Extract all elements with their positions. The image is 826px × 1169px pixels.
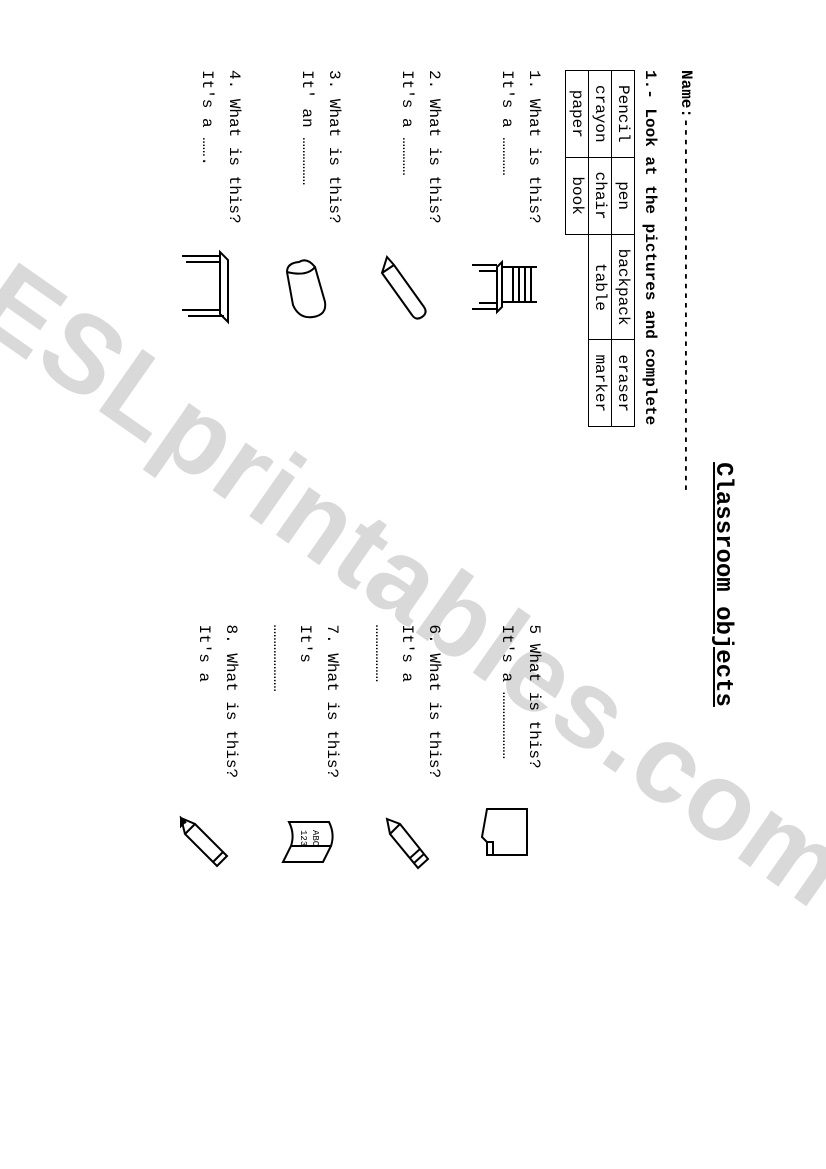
q-prompt: What is this? (222, 653, 240, 778)
q-blank: ……. (198, 137, 216, 166)
q-answer-prefix: It' an (298, 70, 316, 128)
q-answer-prefix: It's (296, 625, 314, 663)
word-cell: book (566, 157, 589, 234)
word-cell: Pencil (612, 71, 635, 158)
question-4: 4. What is this? It's a ……. (167, 70, 247, 545)
svg-text:ABC: ABC (310, 830, 320, 847)
question-text: 3. What is this? It' an …………… (293, 70, 347, 224)
q-prompt: What is this? (525, 99, 543, 224)
word-cell: pen (612, 157, 635, 234)
crayon-icon (367, 796, 447, 886)
q-blank: ………………… (269, 625, 287, 692)
page-title: Classroom objects (709, 70, 736, 1099)
question-text: 6. What is this? It's a ……………… (365, 625, 447, 779)
question-text: 7. What is this? It's ………………… (264, 625, 346, 779)
q-num: 5 (525, 625, 543, 635)
question-3: 3. What is this? It' an …………… (267, 70, 347, 545)
question-text: 1. What is this? It's a ………… (493, 70, 547, 224)
q-answer-prefix: It's a (498, 70, 516, 128)
question-2: 2. What is this? It's a ………… (367, 70, 447, 545)
chair-icon (467, 242, 547, 332)
left-column: 1. What is this? It's a ………… 2. What (144, 70, 547, 545)
q-prompt: What is this? (325, 99, 343, 224)
q-blank: …………… (298, 137, 316, 185)
q-num: 4. (225, 70, 243, 89)
q-blank: ………… (498, 137, 516, 175)
svg-text:123: 123 (298, 830, 308, 846)
word-cell: paper (566, 71, 589, 158)
q-num: 3. (325, 70, 343, 89)
question-8: 8. What is this? It's a (164, 625, 244, 1100)
q-num: 1. (525, 70, 543, 89)
q-answer-prefix: It's a (398, 70, 416, 128)
rotated-content: Classroom objects Name:-----------------… (0, 0, 826, 1169)
word-cell: table (589, 234, 612, 340)
q-answer-prefix: It's a (498, 625, 516, 683)
right-column: 5 What is this? It's a ………………… 6. Wh (144, 625, 547, 1100)
question-text: 5 What is this? It's a ………………… (493, 625, 547, 769)
word-cell: chair (589, 157, 612, 234)
table-icon (167, 242, 247, 332)
book-icon: ABC 123 (265, 796, 345, 886)
worksheet-page: ESLprintables.com Classroom objects Name… (0, 0, 826, 1169)
question-6: 6. What is this? It's a ……………… (365, 625, 447, 1100)
word-cell: crayon (589, 71, 612, 158)
q-num: 7. (323, 625, 341, 644)
word-cell: eraser (612, 340, 635, 427)
question-text: 2. What is this? It's a ………… (393, 70, 447, 224)
eraser-icon (267, 242, 347, 332)
name-field-label: Name:-----------------------------------… (677, 70, 695, 1099)
q-num: 2. (425, 70, 443, 89)
table-row: paper book (566, 71, 589, 427)
table-row: Pencil pen backpack eraser (612, 71, 635, 427)
question-5: 5 What is this? It's a ………………… (467, 625, 547, 1100)
pencil-icon (164, 796, 244, 886)
q-prompt: What is this? (225, 99, 243, 224)
q-answer-prefix: It's a (398, 625, 416, 683)
word-bank-table: Pencil pen backpack eraser crayon chair … (565, 70, 635, 427)
word-cell: backpack (612, 234, 635, 340)
q-prompt: What is this? (323, 653, 341, 778)
name-label-text: Name:-----------------------------------… (677, 70, 695, 492)
question-text: 4. What is this? It's a ……. (193, 70, 247, 224)
table-row: crayon chair table marker (589, 71, 612, 427)
question-7: 7. What is this? It's ………………… ABC 123 (264, 625, 346, 1100)
word-cell: marker (589, 340, 612, 427)
q-answer-prefix: It's a (195, 625, 213, 683)
q-blank: ………… (398, 137, 416, 175)
q-num: 6. (425, 625, 443, 644)
q-num: 8. (222, 625, 240, 644)
q-prompt: What is this? (525, 644, 543, 769)
q-answer-prefix: It's a (198, 70, 216, 128)
paper-icon (467, 787, 547, 877)
q-prompt: What is this? (425, 99, 443, 224)
questions-columns: 1. What is this? It's a ………… 2. What (144, 70, 547, 1099)
q-blank: ………………… (498, 692, 516, 759)
q-prompt: What is this? (425, 653, 443, 778)
q-blank: ……………… (371, 625, 389, 683)
question-1: 1. What is this? It's a ………… (467, 70, 547, 545)
question-text: 8. What is this? It's a (190, 625, 244, 779)
instruction-text: 1.- Look at the pictures and complete (641, 70, 659, 1099)
pen-icon (367, 242, 447, 332)
